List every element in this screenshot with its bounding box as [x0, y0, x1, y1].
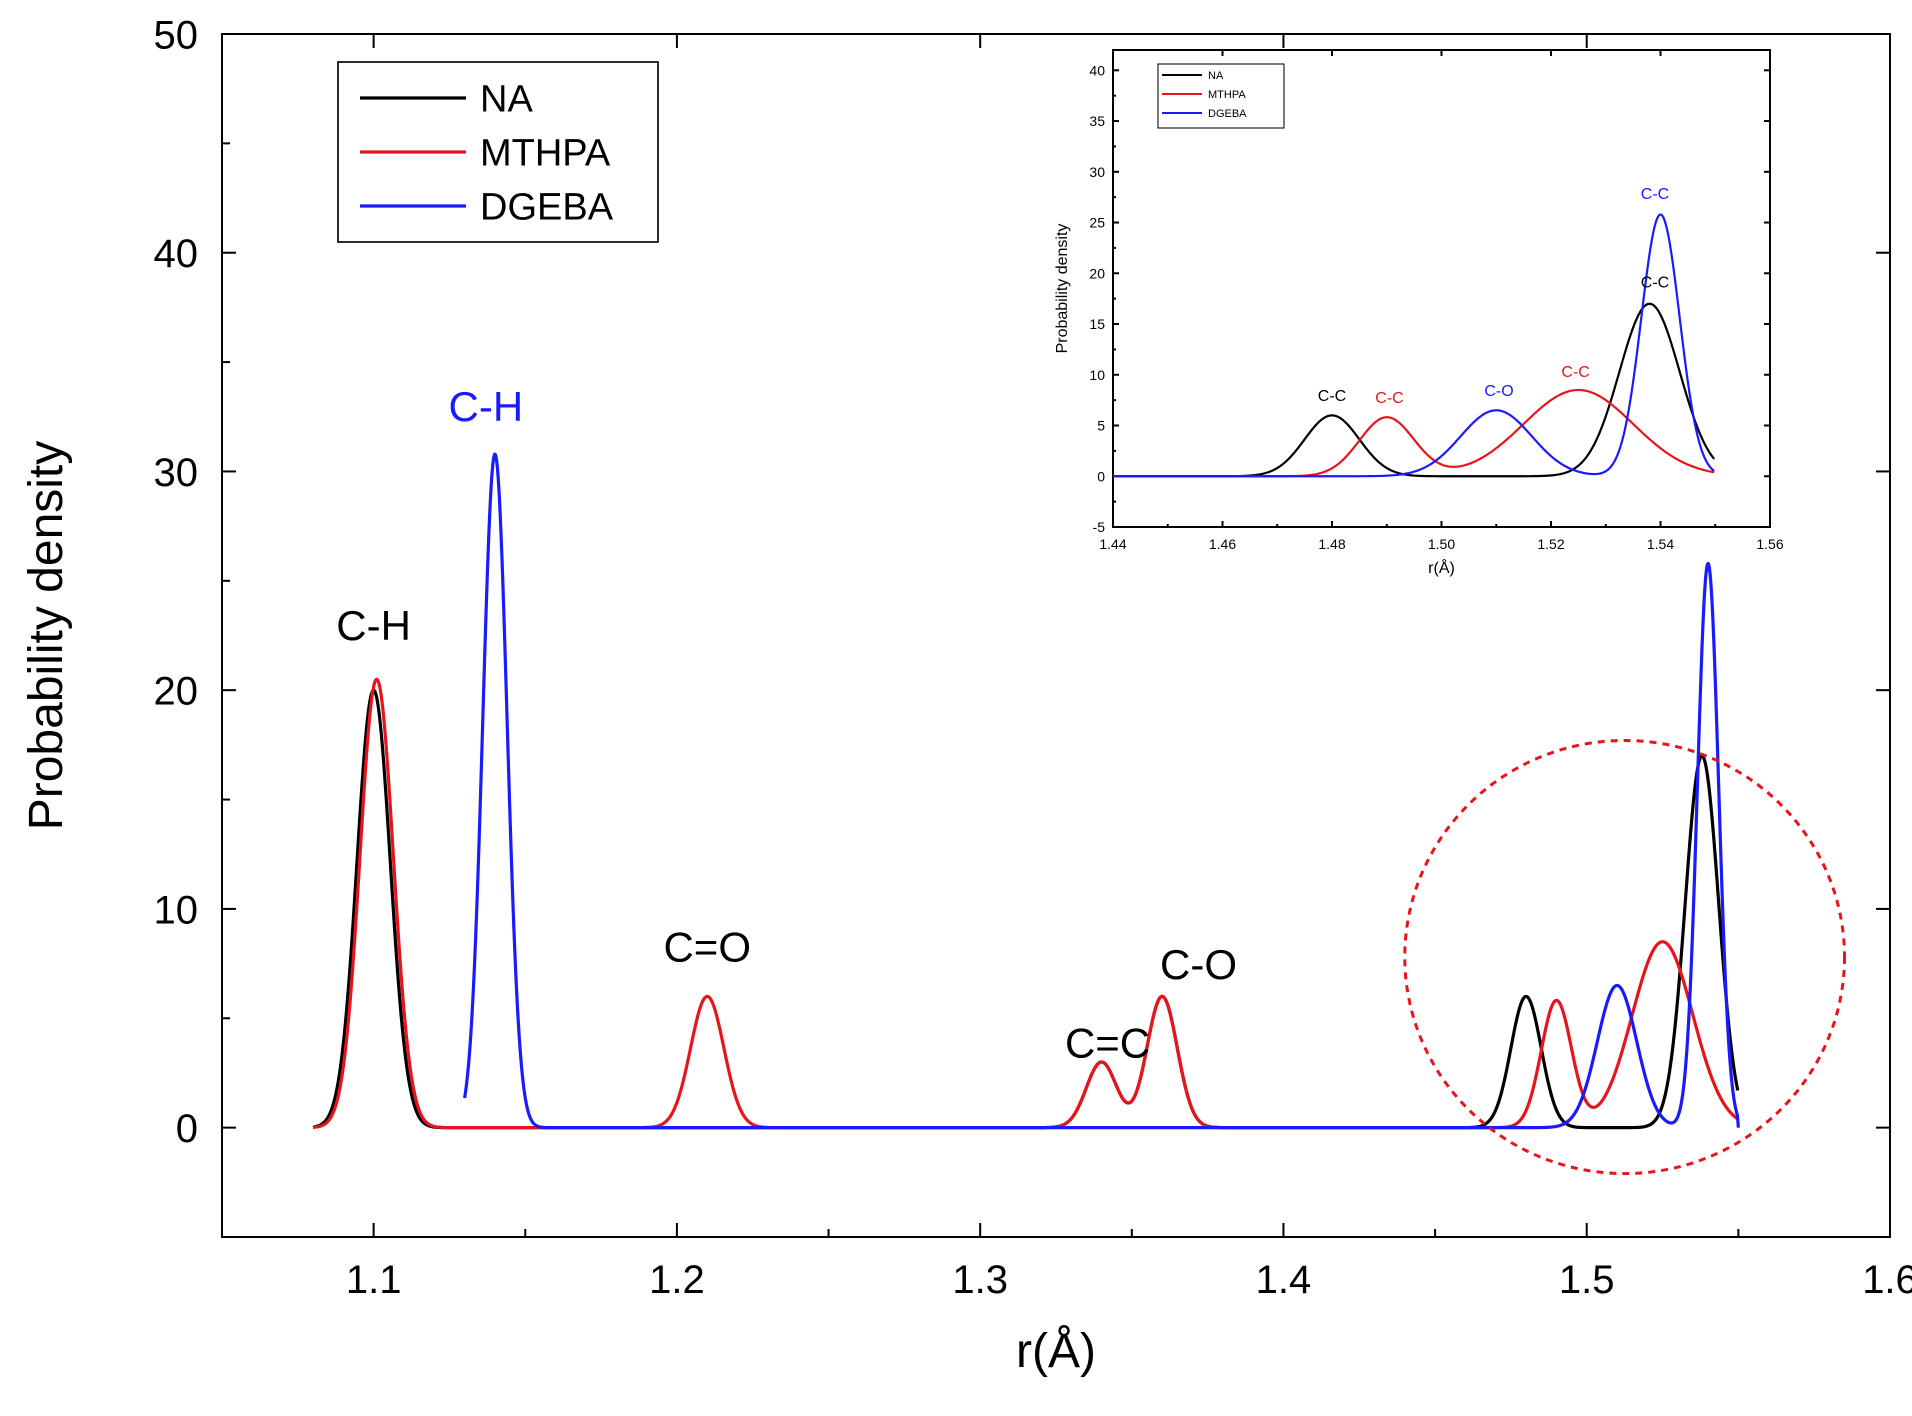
main-x-tick-label: 1.5: [1559, 1258, 1615, 1302]
inset-annotation: C-O: [1484, 383, 1513, 400]
inset-y-tick-label: 35: [1089, 113, 1105, 129]
inset-y-tick-label: 0: [1097, 468, 1105, 484]
inset-x-tick-label: 1.44: [1099, 536, 1126, 552]
inset-x-tick-label: 1.54: [1647, 536, 1674, 552]
main-y-tick-label: 10: [154, 888, 199, 932]
main-x-tick-label: 1.6: [1862, 1258, 1912, 1302]
highlight-circle: [1403, 738, 1847, 1176]
main-y-axis-label: Probability density: [20, 441, 73, 831]
inset-annotation: C-C: [1641, 186, 1669, 203]
main-series-mthpa-line: [312, 677, 1739, 1130]
inset-y-tick-label: 25: [1089, 215, 1105, 231]
inset-y-tick-label: 20: [1089, 265, 1105, 281]
inset-y-tick-label: 5: [1097, 418, 1105, 434]
main-legend-label: NA: [480, 79, 533, 121]
main-y-tick-label: 50: [154, 13, 199, 57]
main-annotation: C=C: [1065, 1020, 1150, 1067]
main-annotation: C=O: [663, 923, 751, 970]
inset-y-tick-label: 30: [1089, 164, 1105, 180]
main-y-tick-label: 30: [154, 451, 199, 495]
main-x-tick-label: 1.4: [1256, 1258, 1312, 1302]
main-y-tick-label: 0: [176, 1107, 198, 1151]
main-annotation: C-H: [336, 602, 411, 649]
inset-series-na-line: [1113, 302, 1716, 478]
main-annotation: C-O: [1160, 941, 1237, 988]
main-legend-label: MTHPA: [480, 133, 611, 175]
inset-legend-label: MTHPA: [1208, 89, 1246, 101]
inset-x-axis-label: r(Å): [1428, 558, 1455, 577]
inset-x-tick-label: 1.52: [1537, 536, 1564, 552]
inset-annotation: C-C: [1318, 388, 1346, 405]
inset-annotation: C-C: [1641, 274, 1669, 291]
inset-y-tick-label: 40: [1089, 62, 1105, 78]
inset-series-dgeba-line: [1113, 213, 1715, 478]
main-x-axis-label: r(Å): [1016, 1325, 1096, 1378]
inset-y-tick-label: -5: [1093, 519, 1106, 535]
main-y-tick-label: 40: [154, 232, 199, 276]
main-x-tick-label: 1.2: [649, 1258, 705, 1302]
main-series-dgeba-line: [463, 452, 1740, 1130]
main-series-na-line: [312, 688, 1740, 1130]
inset-annotation: C-C: [1375, 390, 1403, 407]
inset-plot-area: 1.44 1.46 1.48 1.50 1.52 1.54 1.56 -5 0 5 10 15 20 25…: [1054, 49, 1784, 577]
inset-x-tick-label: 1.56: [1756, 536, 1783, 552]
main-y-tick-label: 20: [154, 670, 199, 714]
main-x-tick-label: 1.1: [346, 1258, 402, 1302]
inset-x-tick-label: 1.50: [1428, 536, 1455, 552]
inset-x-tick-label: 1.46: [1209, 536, 1236, 552]
inset-y-tick-label: 15: [1089, 316, 1105, 332]
inset-y-tick-label: 10: [1089, 367, 1105, 383]
main-legend-label: DGEBA: [480, 187, 614, 229]
inset-annotation: C-C: [1561, 364, 1589, 381]
inset-y-axis-label: Probability density: [1054, 224, 1071, 354]
main-x-tick-label: 1.3: [952, 1258, 1008, 1302]
main-annotation: C-H: [449, 383, 524, 430]
inset-legend-label: NA: [1208, 70, 1224, 82]
inset-x-tick-label: 1.48: [1318, 536, 1345, 552]
inset-legend-label: DGEBA: [1208, 108, 1247, 120]
main-plot-area: 1.1 1.2 1.3 1.4 1.5 1.601020304050C-HC-HC=OC=…: [20, 13, 1912, 1378]
main-frame: [221, 33, 1891, 1238]
